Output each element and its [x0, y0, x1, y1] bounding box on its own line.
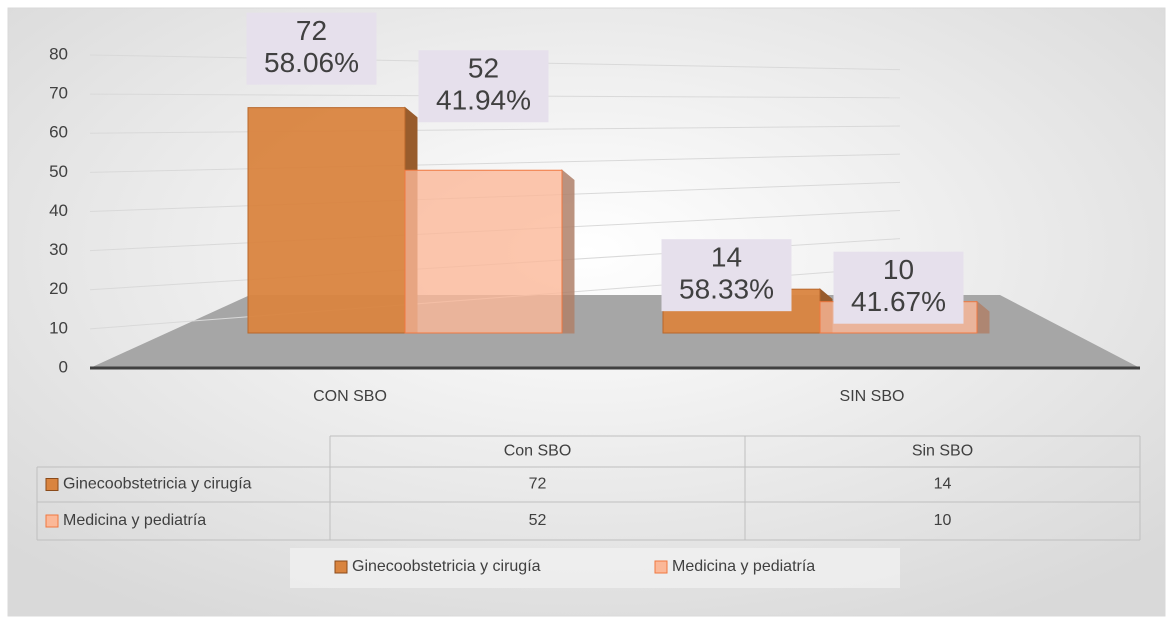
data-label: 14	[711, 242, 742, 273]
y-tick-label: 60	[49, 123, 68, 142]
legend-label: Ginecoobstetricia y cirugía	[352, 558, 541, 575]
x-tick-label: SIN SBO	[840, 388, 905, 405]
y-tick-label: 20	[49, 279, 68, 298]
table-legend-key	[45, 514, 59, 528]
table-cell: 52	[529, 512, 547, 529]
table-header: Sin SBO	[912, 443, 973, 460]
data-label-percent: 41.94%	[436, 85, 531, 116]
grid-line	[89, 125, 901, 134]
bar	[404, 169, 563, 334]
bar-side	[561, 169, 575, 334]
table-cell: 10	[934, 512, 952, 529]
table-cell: 72	[529, 476, 547, 493]
data-label-bg	[418, 50, 549, 123]
data-label-percent: 58.06%	[264, 47, 359, 78]
y-tick-label: 70	[49, 84, 68, 103]
y-tick-label: 10	[49, 318, 68, 337]
y-tick-label: 50	[49, 162, 68, 181]
legend-bg	[290, 548, 900, 588]
legend-key	[654, 560, 668, 574]
data-label-percent: 58.33%	[679, 274, 774, 305]
y-tick-label: 80	[49, 44, 68, 63]
table-row-label: Ginecoobstetricia y cirugía	[63, 476, 252, 493]
data-label: 52	[468, 53, 499, 84]
table-legend-key	[45, 478, 59, 491]
data-label: 10	[883, 254, 914, 285]
legend-key	[334, 560, 348, 574]
data-label-bg	[246, 12, 377, 85]
y-tick-label: 30	[49, 240, 68, 259]
legend-label: Medicina y pediatría	[672, 558, 815, 575]
grid-line	[89, 153, 901, 173]
table-cell: 14	[934, 476, 952, 493]
bar	[247, 107, 406, 334]
y-tick-label: 0	[59, 357, 68, 376]
table-row-label: Medicina y pediatría	[63, 512, 206, 529]
table-header: Con SBO	[504, 443, 572, 460]
data-label-percent: 41.67%	[851, 286, 946, 317]
x-tick-label: CON SBO	[313, 388, 387, 405]
y-tick-label: 40	[49, 201, 68, 220]
data-label-bg	[661, 239, 792, 312]
data-label: 72	[296, 15, 327, 46]
data-label-bg	[833, 251, 964, 324]
